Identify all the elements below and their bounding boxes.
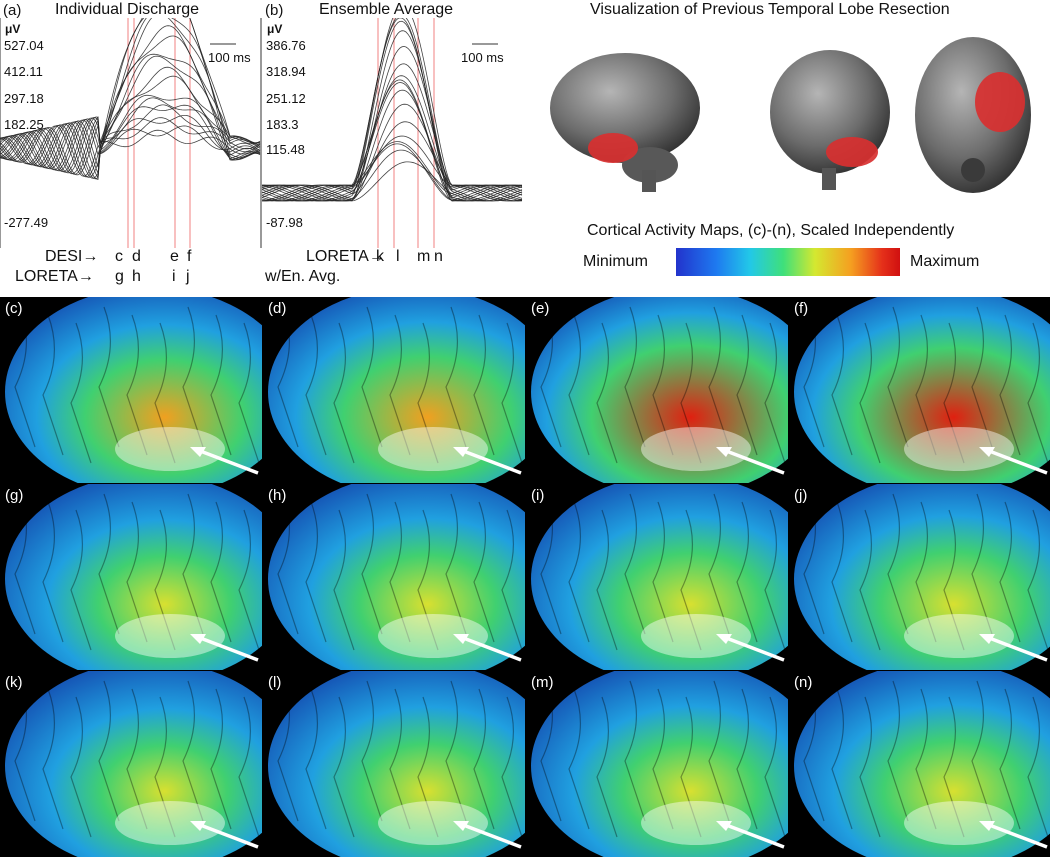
brain-inferior-view: [915, 37, 1031, 193]
activity-map-f: (f): [789, 297, 1050, 483]
panel-a-tick-1: 527.04: [4, 38, 44, 53]
trace-a-17: [0, 18, 261, 178]
activity-map-i: (i): [526, 484, 788, 670]
trace-b-10: [262, 75, 523, 202]
loreta-label-b: LORETA→: [306, 248, 385, 265]
panel-a-label: (a): [3, 2, 22, 19]
loreta-marker-j: j: [186, 268, 190, 285]
loreta-marker-h: h: [132, 268, 141, 285]
trace-a-14: [0, 18, 261, 172]
resection-brains: [550, 37, 1031, 193]
loreta-label-a: LORETA→: [15, 268, 94, 285]
panel-a-tick-3: 297.18: [4, 91, 44, 106]
panel-b-unit: μV: [267, 22, 283, 36]
activity-map-d: (d): [263, 297, 525, 483]
activity-colorbar: [676, 248, 900, 276]
activity-map-label: (l): [268, 674, 282, 691]
activity-map-label: (m): [531, 674, 554, 691]
activity-map-m: (m): [526, 671, 788, 857]
activity-map-label: (h): [268, 487, 287, 504]
legend-max-label: Maximum: [910, 253, 980, 270]
panel-a-traces: [0, 18, 262, 248]
panel-b-traces: [262, 18, 523, 248]
trace-a-6: [0, 117, 261, 175]
legend-title: Cortical Activity Maps, (c)-(n), Scaled …: [587, 222, 955, 239]
legend-min-label: Minimum: [583, 253, 648, 270]
panel-a-unit: μV: [5, 22, 21, 36]
panel-b-tick-5: 115.48: [266, 142, 305, 157]
ensemble-sub-label: w/En. Avg.: [265, 268, 341, 285]
brain-lateral-view: [550, 53, 700, 192]
trace-b-7: [262, 89, 523, 202]
loreta-marker-i: i: [172, 268, 176, 285]
panel-b-title: Ensemble Average: [319, 1, 454, 18]
loreta-marker-g: g: [115, 268, 124, 285]
activity-map-n: (n): [789, 671, 1050, 857]
activity-map-label: (i): [531, 487, 545, 504]
desi-label: DESI→: [45, 248, 99, 265]
trace-b-15: [262, 18, 523, 202]
desi-marker-f: f: [187, 248, 192, 265]
brain-frontal-view: [770, 50, 890, 190]
loreta-marker-l: l: [396, 248, 400, 265]
trace-b-5: [262, 121, 523, 202]
trace-b-4: [262, 135, 523, 202]
desi-marker-d: d: [132, 248, 141, 265]
resection-title: Visualization of Previous Temporal Lobe …: [590, 1, 950, 18]
panel-b-tick-2: 318.94: [266, 64, 306, 79]
activity-map-label: (g): [5, 487, 24, 504]
activity-map-c: (c): [0, 297, 262, 483]
activity-map-label: (n): [794, 674, 813, 691]
resection-region-inferior: [975, 72, 1025, 132]
trace-b-17: [262, 18, 523, 202]
panel-a-tick-5: -277.49: [4, 215, 49, 230]
activity-map-label: (f): [794, 300, 809, 317]
trace-a-2: [0, 94, 261, 171]
activity-map-label: (k): [5, 674, 23, 691]
loreta-marker-m: m: [417, 248, 431, 265]
resection-region-lateral: [588, 133, 638, 163]
panel-a-tick-4: 182.25: [4, 117, 44, 132]
desi-marker-e: e: [170, 248, 179, 265]
trace-b-1: [262, 149, 523, 202]
panel-a-scale-bar: 100 ms: [208, 50, 251, 65]
desi-marker-c: c: [115, 248, 123, 265]
activity-map-label: (j): [794, 487, 808, 504]
activity-map-grid: (c) (d) (e) (f) (g) (h) (i) (j) (k) (l) (m) (n): [0, 297, 1050, 857]
trace-b-12: [262, 45, 523, 202]
trace-b-13: [262, 30, 523, 202]
trace-a-4: [0, 75, 261, 179]
activity-map-k: (k): [0, 671, 262, 857]
trace-a-1: [0, 97, 261, 173]
activity-map-l: (l): [263, 671, 525, 857]
panel-b-tick-3: 251.12: [266, 91, 306, 106]
activity-map-h: (h): [263, 484, 525, 670]
loreta-marker-k: k: [376, 248, 384, 265]
trace-a-7: [0, 55, 261, 173]
panel-a-title: Individual Discharge: [55, 1, 200, 18]
panel-b-scale-bar: 100 ms: [461, 50, 504, 65]
trace-a-3: [0, 121, 261, 179]
panel-b-tick-1: 386.76: [266, 38, 306, 53]
loreta-marker-n: n: [434, 248, 443, 265]
panel-b-label: (b): [265, 2, 284, 19]
activity-map-label: (d): [268, 300, 287, 317]
activity-map-label: (c): [5, 300, 23, 317]
activity-map-e: (e): [526, 297, 788, 483]
resection-region-frontal: [826, 137, 878, 167]
trace-a-15: [0, 104, 261, 170]
trace-b-14: [262, 20, 523, 202]
activity-map-label: (e): [531, 300, 550, 317]
trace-b-16: [262, 18, 523, 202]
activity-map-j: (j): [789, 484, 1050, 670]
activity-map-g: (g): [0, 484, 262, 670]
panel-b-tick-6: -87.98: [266, 215, 303, 230]
panel-a-tick-2: 412.11: [4, 64, 43, 79]
trace-b-8: [262, 82, 523, 202]
panel-b-tick-4: 183.3: [266, 117, 299, 132]
